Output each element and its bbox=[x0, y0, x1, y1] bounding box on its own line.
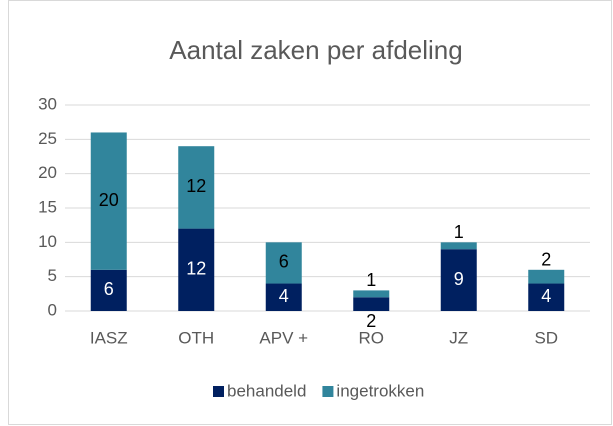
y-tick-label: 30 bbox=[38, 94, 57, 113]
bar-segment bbox=[353, 290, 390, 298]
bar-segment bbox=[528, 269, 565, 284]
bar-segment bbox=[265, 242, 302, 284]
bar-segment bbox=[353, 297, 390, 311]
bar-segment bbox=[440, 242, 477, 250]
data-label: 2 bbox=[366, 311, 376, 331]
y-tick-label: 5 bbox=[48, 266, 57, 285]
bar-segment bbox=[178, 228, 215, 311]
data-label: 12 bbox=[186, 176, 206, 196]
y-tick-label: 20 bbox=[38, 163, 57, 182]
data-label: 6 bbox=[279, 252, 289, 272]
bar-segment bbox=[178, 146, 215, 229]
bar-segment bbox=[90, 269, 127, 311]
data-label: 9 bbox=[454, 269, 464, 289]
legend-swatch bbox=[322, 386, 334, 397]
data-label: 1 bbox=[366, 270, 376, 290]
data-label: 2 bbox=[541, 250, 551, 270]
x-tick-label: SD bbox=[534, 328, 558, 347]
x-tick-label: OTH bbox=[178, 328, 214, 347]
bar-segment bbox=[265, 283, 302, 311]
y-tick-label: 10 bbox=[38, 232, 57, 251]
data-label: 1 bbox=[454, 222, 464, 242]
chart-title: Aantal zaken per afdeling bbox=[169, 35, 462, 65]
legend-label: behandeld bbox=[227, 381, 306, 400]
legend-swatch bbox=[213, 386, 224, 397]
bar-segment bbox=[528, 283, 565, 311]
data-label: 12 bbox=[186, 259, 206, 279]
x-tick-label: RO bbox=[359, 328, 385, 347]
data-label: 20 bbox=[99, 190, 119, 210]
bar-segment bbox=[90, 132, 127, 270]
x-tick-label: JZ bbox=[449, 328, 468, 347]
data-label: 4 bbox=[279, 286, 289, 306]
x-tick-label: APV + bbox=[259, 328, 308, 347]
y-tick-label: 15 bbox=[38, 197, 57, 216]
y-tick-label: 25 bbox=[38, 129, 57, 148]
bar-segment bbox=[440, 249, 477, 311]
data-label: 4 bbox=[541, 286, 551, 306]
data-label: 6 bbox=[104, 279, 114, 299]
x-tick-label: IASZ bbox=[90, 328, 128, 347]
legend-label: ingetrokken bbox=[336, 381, 424, 400]
y-tick-label: 0 bbox=[48, 300, 57, 319]
